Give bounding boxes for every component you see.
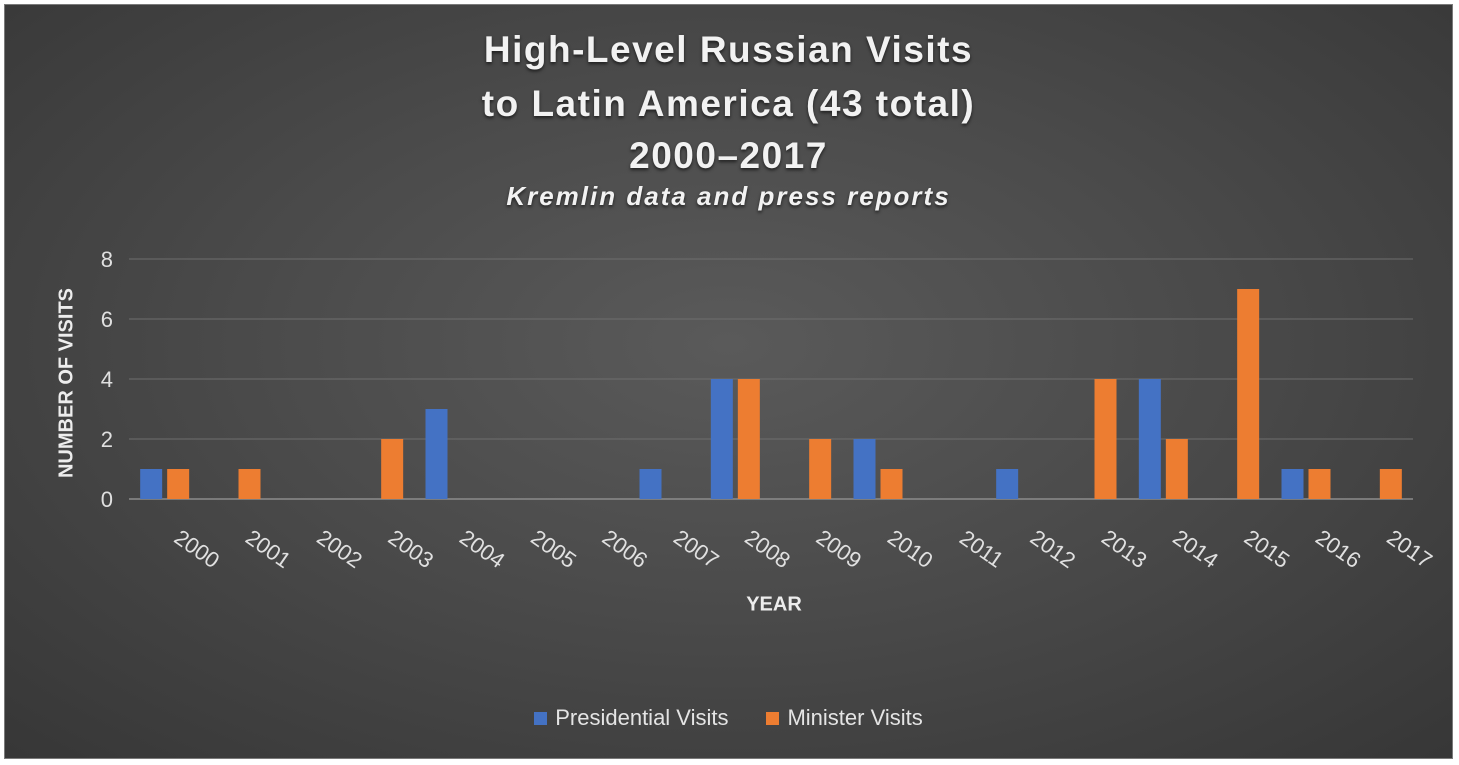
plot-area: 0 2 4 6 8 2000 2001 2002 2003 2004 2005 2006 2007 200… (101, 247, 1437, 574)
x-tick-label: 2001 (241, 525, 295, 574)
x-tick-label: 2015 (1240, 525, 1294, 574)
x-tick-label: 2008 (740, 525, 794, 574)
bar-minister-2014[interactable] (1165, 439, 1188, 499)
x-tick-label: 2004 (455, 525, 509, 574)
x-tick-label: 2009 (812, 525, 866, 574)
bar-presidential-2014[interactable] (1138, 379, 1161, 499)
bar-minister-2000[interactable] (167, 469, 190, 499)
x-tick-label: 2016 (1311, 525, 1365, 574)
y-axis-label: NUMBER OF VISITS (55, 287, 78, 479)
bar-presidential-2012[interactable] (996, 469, 1019, 499)
x-tick-label: 2006 (598, 525, 652, 574)
bar-minister-2010[interactable] (880, 469, 903, 499)
bar-minister-2008[interactable] (737, 379, 760, 499)
bar-presidential-2016[interactable] (1281, 469, 1304, 499)
legend-swatch-minister (766, 711, 780, 725)
chart-title-line-3: 2000–2017 (629, 135, 828, 176)
x-tick-label: 2000 (170, 525, 224, 574)
x-tick-label: 2010 (883, 525, 937, 574)
y-tick-label: 4 (101, 367, 113, 392)
bar-presidential-2000[interactable] (140, 469, 163, 499)
bar-presidential-2007[interactable] (639, 469, 662, 499)
bar-presidential-2008[interactable] (710, 379, 733, 499)
chart-title-line-2: to Latin America (43 total) (481, 83, 976, 124)
x-tick-label: 2003 (384, 525, 438, 574)
bar-minister-2016[interactable] (1308, 469, 1331, 499)
x-tick-label: 2012 (1026, 525, 1080, 574)
legend: Presidential Visits Minister Visits (5, 705, 1452, 731)
legend-item-minister[interactable]: Minister Visits (766, 705, 923, 731)
bar-minister-2013[interactable] (1094, 379, 1117, 499)
x-tick-label: 2002 (312, 525, 366, 574)
chart-subtitle: Kremlin data and press reports (506, 181, 951, 211)
legend-swatch-presidential (534, 711, 548, 725)
bar-minister-2009[interactable] (809, 439, 832, 499)
chart-title-line-1: High-Level Russian Visits (483, 29, 974, 70)
x-axis-label: YEAR (746, 593, 802, 616)
y-tick-label: 0 (101, 487, 113, 512)
legend-label-presidential: Presidential Visits (555, 705, 729, 730)
y-tick-label: 8 (101, 247, 113, 272)
x-tick-label: 2017 (1382, 525, 1436, 574)
x-tick-label: 2014 (1168, 525, 1222, 574)
chart-frame: High-Level Russian Visits to Latin Ameri… (4, 4, 1453, 759)
x-tick-label: 2011 (955, 525, 1008, 573)
bar-minister-2015[interactable] (1237, 289, 1260, 499)
x-tick-label: 2005 (526, 525, 580, 574)
y-tick-label: 6 (101, 307, 113, 332)
x-tick-label: 2007 (669, 525, 723, 574)
bar-minister-2003[interactable] (381, 439, 404, 499)
x-tick-label: 2013 (1097, 525, 1151, 574)
y-tick-label: 2 (101, 427, 113, 452)
legend-label-minister: Minister Visits (787, 705, 923, 730)
bar-presidential-2004[interactable] (425, 409, 448, 499)
legend-item-presidential[interactable]: Presidential Visits (534, 705, 728, 731)
bar-minister-2001[interactable] (238, 469, 261, 499)
bar-presidential-2010[interactable] (853, 439, 876, 499)
bar-minister-2017[interactable] (1379, 469, 1402, 499)
